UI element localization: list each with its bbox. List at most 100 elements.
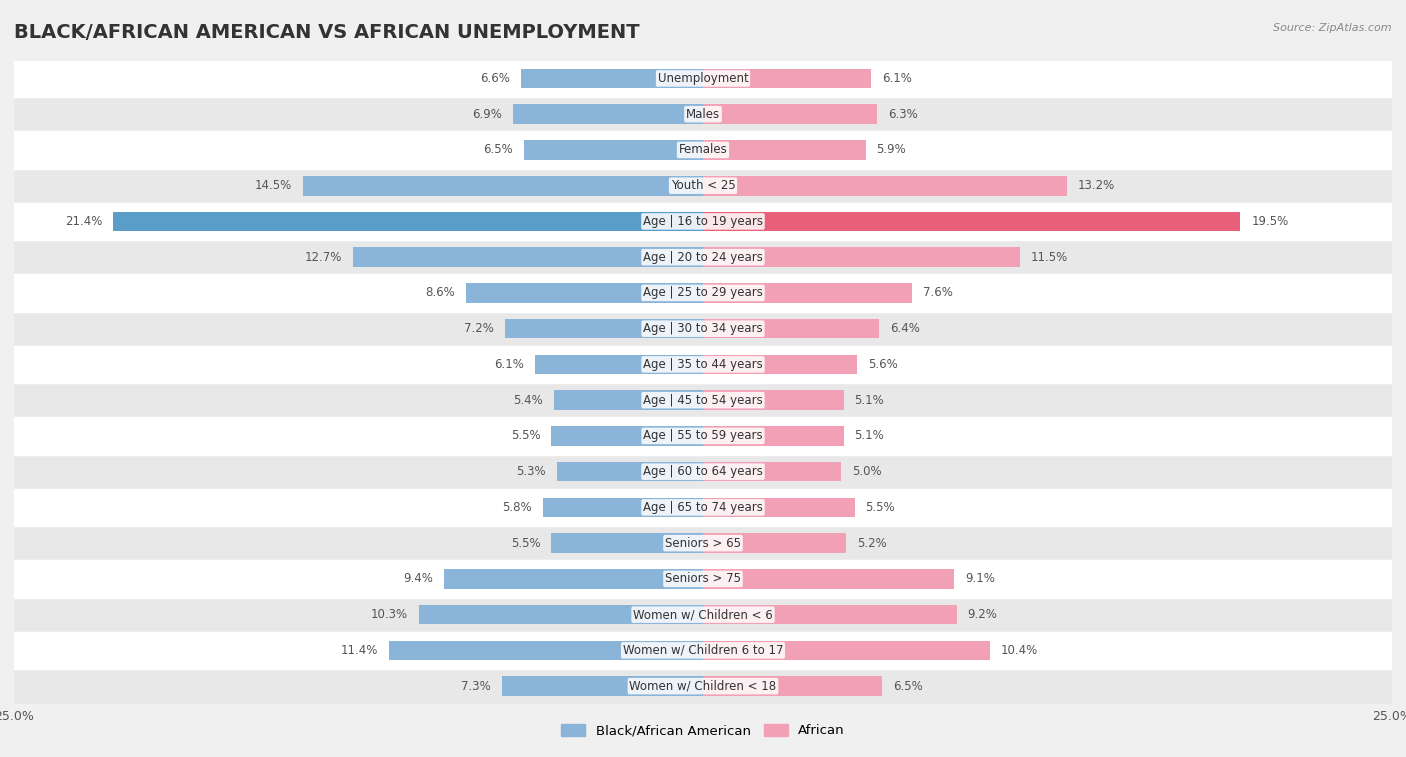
Text: Seniors > 75: Seniors > 75 <box>665 572 741 585</box>
Text: 8.6%: 8.6% <box>425 286 456 300</box>
Bar <box>14 61 1392 96</box>
Text: 7.6%: 7.6% <box>924 286 953 300</box>
Text: 5.5%: 5.5% <box>866 501 896 514</box>
Bar <box>14 597 1392 633</box>
Bar <box>14 525 1392 561</box>
Text: Source: ZipAtlas.com: Source: ZipAtlas.com <box>1274 23 1392 33</box>
Bar <box>14 96 1392 132</box>
Bar <box>703 569 953 589</box>
Bar <box>505 319 703 338</box>
Bar <box>703 354 858 374</box>
Bar <box>14 132 1392 168</box>
Text: 11.5%: 11.5% <box>1031 251 1069 263</box>
Text: Females: Females <box>679 143 727 157</box>
Text: 5.1%: 5.1% <box>855 429 884 442</box>
Bar <box>304 176 703 195</box>
Bar <box>551 534 703 553</box>
Bar <box>444 569 703 589</box>
Bar <box>703 176 1067 195</box>
Bar <box>14 668 1392 704</box>
Text: 10.4%: 10.4% <box>1001 644 1038 657</box>
Text: 6.4%: 6.4% <box>890 322 921 335</box>
Text: 5.4%: 5.4% <box>513 394 543 407</box>
Bar <box>14 418 1392 453</box>
Text: 10.3%: 10.3% <box>371 608 408 621</box>
Text: Youth < 25: Youth < 25 <box>671 179 735 192</box>
Bar <box>14 168 1392 204</box>
Text: 7.3%: 7.3% <box>461 680 491 693</box>
Text: 5.1%: 5.1% <box>855 394 884 407</box>
Text: Age | 45 to 54 years: Age | 45 to 54 years <box>643 394 763 407</box>
Text: 6.3%: 6.3% <box>887 107 917 120</box>
Text: 6.6%: 6.6% <box>481 72 510 85</box>
Text: 7.2%: 7.2% <box>464 322 494 335</box>
Text: 5.5%: 5.5% <box>510 429 540 442</box>
Bar <box>14 561 1392 597</box>
Bar <box>465 283 703 303</box>
Bar <box>703 69 872 89</box>
Bar <box>14 347 1392 382</box>
Bar <box>703 497 855 517</box>
Text: 21.4%: 21.4% <box>65 215 103 228</box>
Bar <box>353 248 703 267</box>
Bar <box>389 640 703 660</box>
Text: 11.4%: 11.4% <box>340 644 378 657</box>
Text: 6.5%: 6.5% <box>484 143 513 157</box>
Bar <box>543 497 703 517</box>
Text: Age | 55 to 59 years: Age | 55 to 59 years <box>643 429 763 442</box>
Text: Women w/ Children < 18: Women w/ Children < 18 <box>630 680 776 693</box>
Text: 5.5%: 5.5% <box>510 537 540 550</box>
Legend: Black/African American, African: Black/African American, African <box>555 718 851 743</box>
Text: 6.1%: 6.1% <box>882 72 912 85</box>
Bar <box>534 354 703 374</box>
Text: 9.4%: 9.4% <box>404 572 433 585</box>
Bar <box>14 275 1392 311</box>
Bar <box>14 382 1392 418</box>
Bar <box>14 204 1392 239</box>
Text: Age | 30 to 34 years: Age | 30 to 34 years <box>643 322 763 335</box>
Text: 5.2%: 5.2% <box>858 537 887 550</box>
Text: 5.9%: 5.9% <box>876 143 907 157</box>
Text: 6.1%: 6.1% <box>494 358 524 371</box>
Bar <box>703 640 990 660</box>
Text: Males: Males <box>686 107 720 120</box>
Text: Age | 65 to 74 years: Age | 65 to 74 years <box>643 501 763 514</box>
Bar <box>703 212 1240 231</box>
Bar <box>14 490 1392 525</box>
Text: Unemployment: Unemployment <box>658 72 748 85</box>
Text: BLACK/AFRICAN AMERICAN VS AFRICAN UNEMPLOYMENT: BLACK/AFRICAN AMERICAN VS AFRICAN UNEMPL… <box>14 23 640 42</box>
Text: 13.2%: 13.2% <box>1078 179 1115 192</box>
Bar <box>703 426 844 446</box>
Bar <box>703 462 841 481</box>
Text: 14.5%: 14.5% <box>254 179 292 192</box>
Bar <box>703 283 912 303</box>
Text: 5.0%: 5.0% <box>852 465 882 478</box>
Bar <box>513 104 703 124</box>
Bar <box>557 462 703 481</box>
Bar <box>14 311 1392 347</box>
Bar <box>419 605 703 625</box>
Bar <box>14 239 1392 275</box>
Bar <box>703 605 956 625</box>
Text: Women w/ Children < 6: Women w/ Children < 6 <box>633 608 773 621</box>
Text: Age | 35 to 44 years: Age | 35 to 44 years <box>643 358 763 371</box>
Bar <box>502 676 703 696</box>
Bar <box>522 69 703 89</box>
Text: 6.5%: 6.5% <box>893 680 922 693</box>
Text: 19.5%: 19.5% <box>1251 215 1289 228</box>
Text: Age | 60 to 64 years: Age | 60 to 64 years <box>643 465 763 478</box>
Bar <box>14 633 1392 668</box>
Bar <box>114 212 703 231</box>
Bar <box>703 248 1019 267</box>
Text: Age | 25 to 29 years: Age | 25 to 29 years <box>643 286 763 300</box>
Bar <box>524 140 703 160</box>
Bar <box>551 426 703 446</box>
Text: Age | 20 to 24 years: Age | 20 to 24 years <box>643 251 763 263</box>
Text: 9.2%: 9.2% <box>967 608 997 621</box>
Bar <box>14 453 1392 490</box>
Text: 5.6%: 5.6% <box>869 358 898 371</box>
Text: 6.9%: 6.9% <box>472 107 502 120</box>
Bar <box>703 391 844 410</box>
Text: 12.7%: 12.7% <box>305 251 342 263</box>
Text: Women w/ Children 6 to 17: Women w/ Children 6 to 17 <box>623 644 783 657</box>
